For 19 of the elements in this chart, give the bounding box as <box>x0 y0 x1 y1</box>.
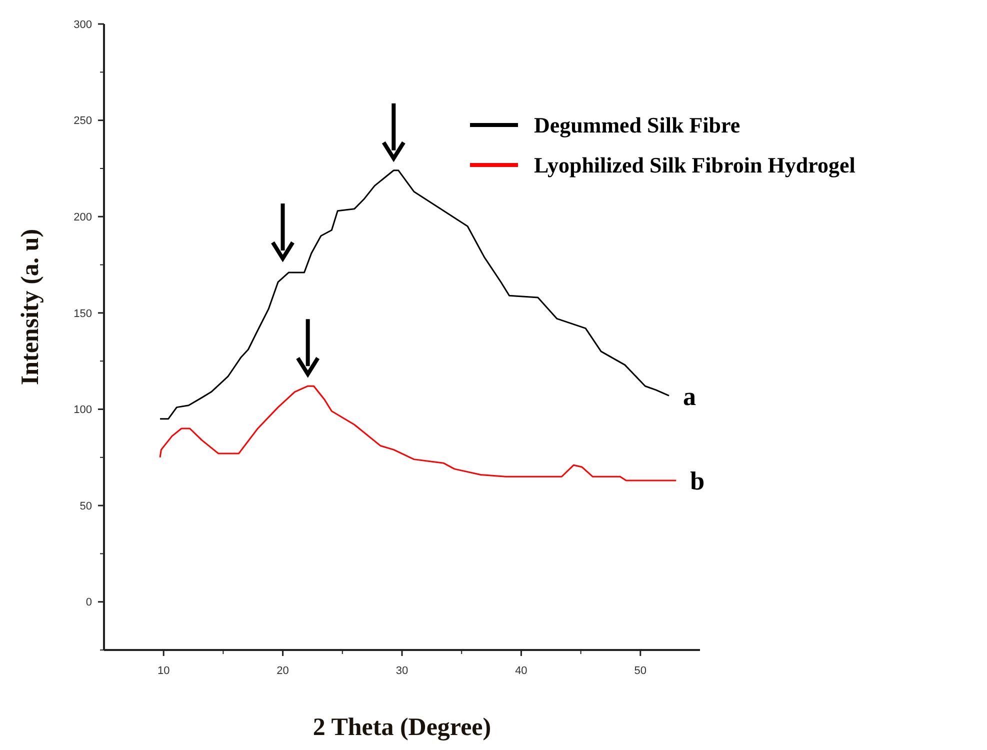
y-tick-label: 0 <box>86 596 92 609</box>
x-tick-label: 40 <box>515 665 528 677</box>
y-tick-label: 100 <box>74 404 92 416</box>
legend-label: Lyophilized Silk Fibroin Hydrogel <box>534 152 856 178</box>
annotation: b <box>690 466 705 496</box>
y-tick-label: 250 <box>74 115 92 128</box>
x-axis-title: 2 Theta (Degree) <box>312 714 492 741</box>
legend-label: Degummed Silk Fibre <box>534 112 740 138</box>
y-tick-label: 150 <box>74 308 92 320</box>
y-tick-label: 50 <box>80 500 92 512</box>
annotation: a <box>683 382 696 411</box>
x-tick-label: 50 <box>634 665 647 677</box>
x-tick-label: 10 <box>157 665 170 677</box>
y-tick-label: 300 <box>74 18 92 31</box>
line-series <box>159 385 677 482</box>
x-tick-label: 30 <box>396 665 408 677</box>
y-tick-label: 200 <box>74 211 92 224</box>
y-axis-title: Intensity (a. u) <box>17 228 44 386</box>
x-tick-label: 20 <box>276 665 289 677</box>
